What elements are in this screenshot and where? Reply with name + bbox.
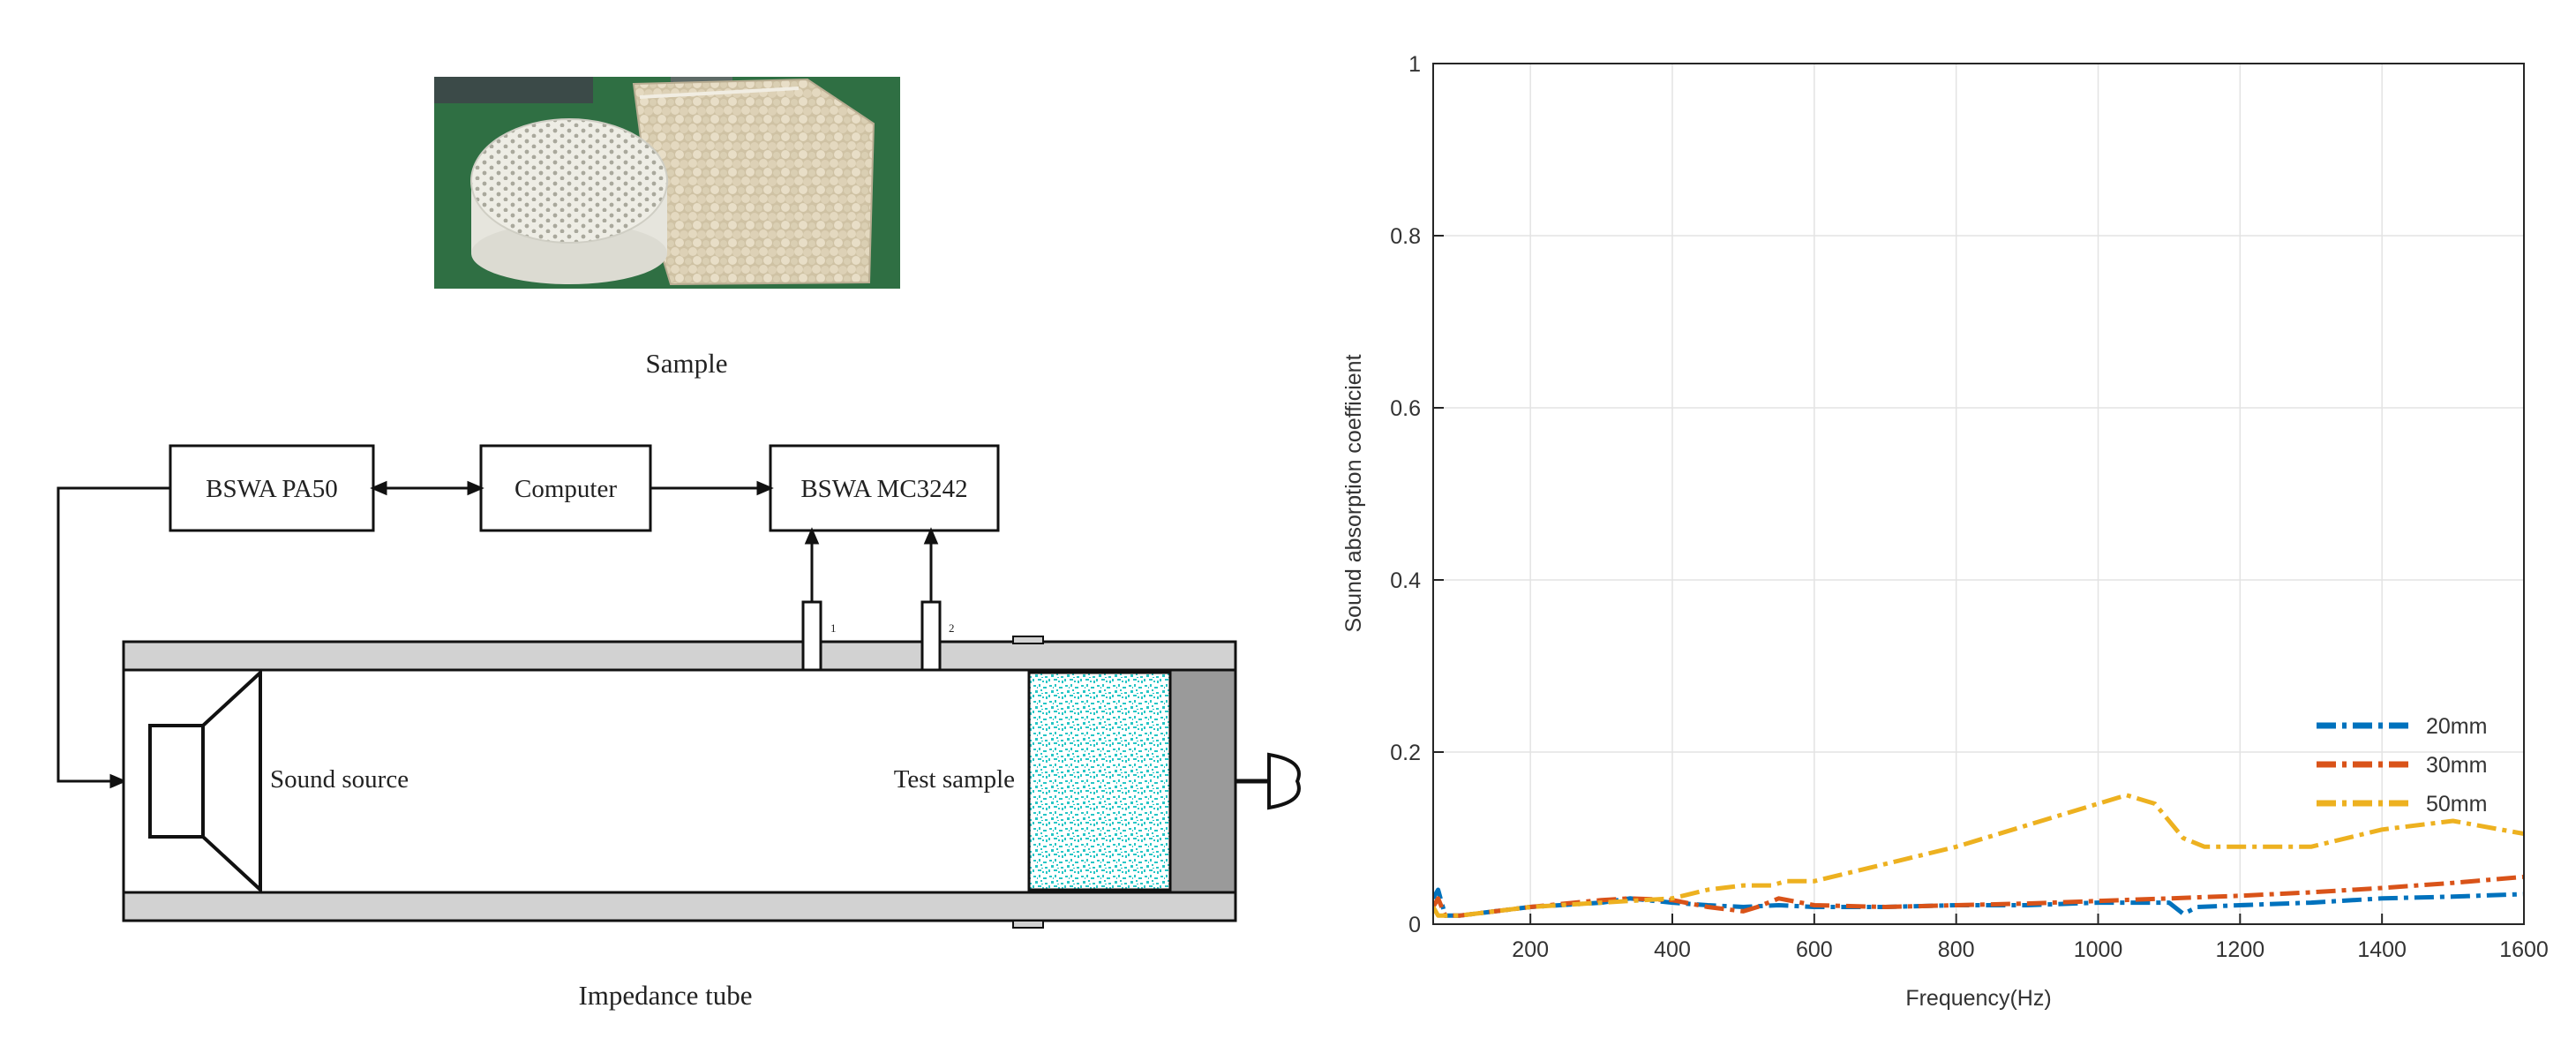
computer-label: Computer: [514, 475, 617, 503]
y-axis-label: Sound absorption coefficient: [1341, 354, 1366, 632]
mic-label-1: 1: [830, 621, 837, 635]
sample-caption: Sample: [646, 348, 728, 379]
x-tick-label: 1400: [2357, 937, 2407, 962]
x-tick-label: 800: [1938, 937, 1975, 962]
y-tick-label: 0.8: [1390, 224, 1421, 249]
microphone-1: [801, 600, 822, 672]
test-sample-block: [1027, 671, 1172, 892]
x-tick-label: 400: [1654, 937, 1691, 962]
y-tick-label: 1: [1408, 52, 1421, 77]
x-tick-label: 1200: [2216, 937, 2265, 962]
series-line-50mm: [1433, 793, 2524, 918]
plot-area: [1433, 64, 2524, 924]
tube-bottom-wall: [122, 891, 1237, 922]
signal-wiring: [56, 480, 939, 789]
amplifier-label: BSWA PA50: [206, 475, 338, 503]
computer-box: [479, 444, 652, 532]
y-tick-label: 0.4: [1390, 568, 1421, 593]
x-tick-label: 1600: [2499, 937, 2549, 962]
x-tick-label: 200: [1512, 937, 1549, 962]
impedance-tube: 1 2 Sound source Test sample: [122, 600, 1301, 929]
axis-ticks: 200 400 600 800 1000 1200 1400 1600 0 0.2 0.4 0.6 0.…: [1390, 52, 2549, 962]
instrument-boxes: BSWA PA50 Computer BSWA MC3242: [169, 444, 1000, 532]
legend-label-20mm: 20mm: [2426, 714, 2487, 739]
y-tick-label: 0: [1408, 913, 1421, 937]
legend: 20mm 30mm 50mm: [2317, 714, 2487, 816]
tube-bore: [122, 668, 1172, 894]
speaker-magnet: [148, 724, 205, 839]
series-layer: [1433, 793, 2524, 918]
x-tick-label: 600: [1796, 937, 1833, 962]
test-sample-label: Test sample: [894, 765, 1015, 794]
backplate: [1168, 668, 1237, 894]
sound-source-label: Sound source: [270, 765, 409, 794]
microphone-2: [920, 600, 942, 672]
series-line-30mm: [1433, 874, 2524, 918]
daq-label: BSWA MC3242: [800, 475, 967, 503]
daq-box: [769, 444, 1000, 532]
absorption-chart: 200 400 600 800 1000 1200 1400 1600 0 0.2 0.4 0.6 0.…: [1341, 52, 2549, 1011]
piston-knob: [1267, 752, 1301, 810]
sample-photo: [434, 77, 900, 289]
legend-label-30mm: 30mm: [2426, 753, 2487, 778]
x-tick-label: 1000: [2074, 937, 2123, 962]
mic-label-2: 2: [949, 621, 955, 635]
x-axis-label: Frequency(Hz): [1905, 986, 2051, 1011]
speaker-cone: [201, 668, 262, 894]
y-tick-label: 0.2: [1390, 741, 1421, 765]
legend-label-50mm: 50mm: [2426, 792, 2487, 816]
tube-top-wall: [122, 640, 1237, 672]
impedance-tube-caption: Impedance tube: [578, 980, 752, 1011]
y-tick-label: 0.6: [1390, 396, 1421, 421]
plot-frame: [1432, 63, 2525, 925]
grid-lines: [1433, 64, 2525, 924]
